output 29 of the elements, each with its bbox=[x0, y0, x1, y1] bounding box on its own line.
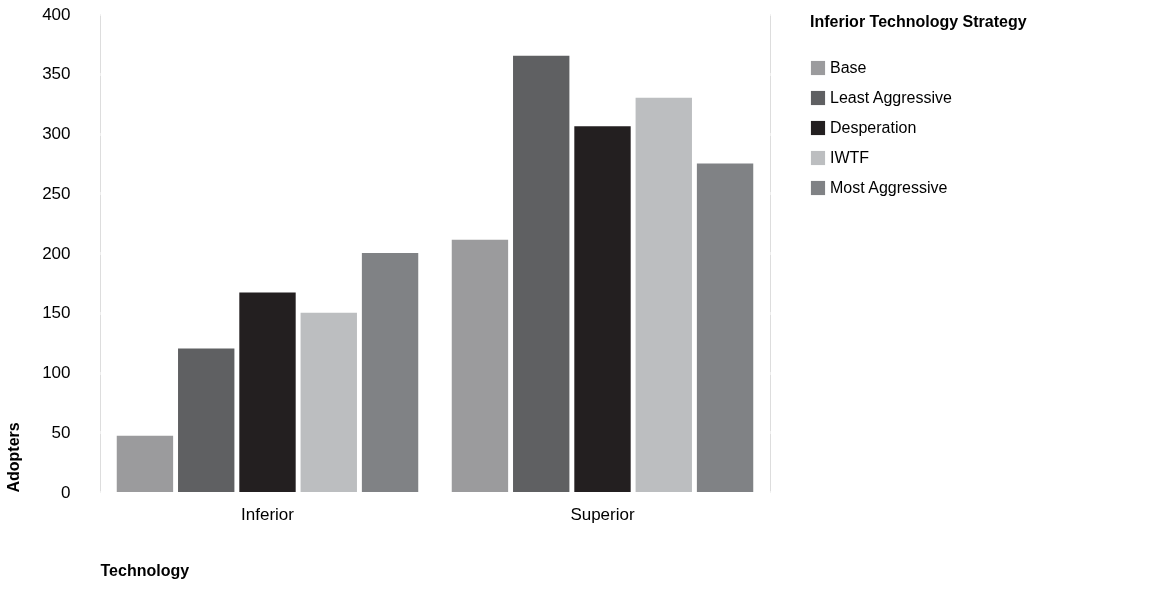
y-axis-title: Adopters bbox=[5, 422, 23, 493]
legend-title: Inferior Technology Strategy bbox=[810, 13, 1027, 30]
legend-label: Desperation bbox=[830, 119, 917, 136]
bar bbox=[116, 435, 174, 492]
bar bbox=[178, 348, 235, 492]
bar bbox=[300, 312, 357, 492]
legend-label: Most Aggressive bbox=[830, 179, 948, 196]
y-tick-label: 50 bbox=[51, 422, 71, 442]
bar bbox=[513, 55, 570, 492]
bar bbox=[574, 126, 631, 492]
y-tick-label: 100 bbox=[42, 363, 71, 382]
legend-label: Least Aggressive bbox=[830, 89, 952, 106]
y-tick-label: 400 bbox=[42, 4, 71, 24]
bar bbox=[239, 292, 296, 492]
x-axis-title: Technology bbox=[100, 561, 190, 579]
legend-label: Base bbox=[830, 59, 867, 76]
y-tick-label: 300 bbox=[42, 124, 71, 143]
y-tick-label: 250 bbox=[42, 183, 71, 203]
bar bbox=[361, 253, 419, 492]
bar bbox=[635, 97, 692, 492]
legend-label: IWTF bbox=[830, 149, 870, 166]
bar bbox=[451, 239, 509, 492]
y-tick-label: 150 bbox=[42, 303, 71, 323]
x-tick-label: Inferior bbox=[241, 504, 295, 524]
x-tick-label: Superior bbox=[570, 504, 635, 524]
y-tick-label: 200 bbox=[42, 243, 71, 263]
bar bbox=[696, 163, 754, 492]
y-tick-label: 350 bbox=[42, 64, 71, 84]
y-tick-label: 0 bbox=[61, 482, 71, 502]
